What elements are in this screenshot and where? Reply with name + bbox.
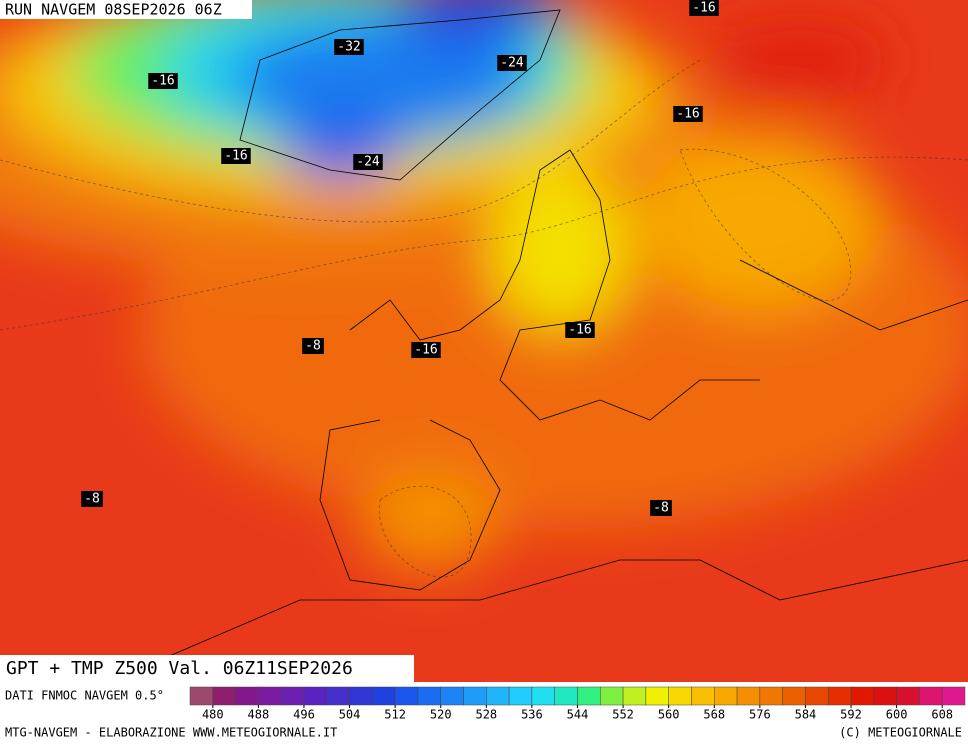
legend-swatch — [372, 686, 396, 706]
legend-tick-label: 552 — [612, 708, 634, 722]
footer-right: (C) METEOGIORNALE — [839, 726, 962, 740]
contour-label-box — [148, 73, 178, 89]
legend-swatch — [919, 686, 943, 706]
contour-label-box — [81, 491, 103, 507]
legend-swatch — [349, 686, 373, 706]
contour-label: -24 — [500, 56, 524, 71]
legend-swatch — [759, 686, 783, 706]
legend-swatch — [805, 686, 829, 706]
contour-label-box — [689, 0, 719, 16]
map-field — [0, 0, 968, 682]
legend-swatch — [531, 686, 555, 706]
legend-tick-label: 488 — [248, 708, 270, 722]
contour-label-box — [302, 338, 324, 354]
contour-label-box — [650, 500, 672, 516]
legend-swatch — [508, 686, 533, 706]
legend-tick-label: 480 — [202, 708, 224, 722]
contour-label: -16 — [414, 343, 437, 358]
legend-swatch — [850, 686, 875, 706]
contour-label-box — [497, 55, 527, 71]
legend-swatch — [827, 686, 852, 706]
contour-label: -8 — [305, 339, 321, 354]
legend-swatch — [736, 686, 761, 706]
footer-left: MTG-NAVGEM - ELABORAZIONE WWW.METEOGIORN… — [5, 726, 337, 740]
contour-label: -8 — [653, 501, 669, 516]
contour-label-box — [221, 148, 251, 164]
isotherms — [0, 59, 968, 578]
legend-tick-label: 528 — [475, 708, 497, 722]
legend-swatch — [896, 686, 920, 706]
contour-label-box — [673, 106, 703, 122]
legend-tick-label: 560 — [658, 708, 680, 722]
legend-swatch — [326, 686, 350, 706]
legend-swatch — [463, 686, 487, 706]
legend-tick-label: 512 — [384, 708, 406, 722]
contour-label-box — [334, 39, 364, 55]
legend-title: DATI FNMOC NAVGEM 0.5° — [5, 689, 164, 703]
legend-tick-label: 544 — [567, 708, 589, 722]
legend-swatch — [440, 686, 464, 706]
legend-swatch — [714, 686, 738, 706]
panel-title-box — [0, 655, 414, 682]
legend-swatch — [486, 686, 510, 706]
legend-tick-label: 576 — [749, 708, 771, 722]
legend-swatch — [622, 686, 647, 706]
legend-tick-label: 520 — [430, 708, 452, 722]
legend-swatch — [394, 686, 419, 706]
header-title: RUN NAVGEM 08SEP2026 06Z — [5, 1, 222, 19]
legend-swatch — [873, 686, 897, 706]
contour-label: -16 — [568, 323, 591, 338]
contour-label: -16 — [151, 74, 174, 89]
contour-label-box — [565, 322, 595, 338]
legend-swatch — [600, 686, 624, 706]
legend-swatch — [645, 686, 669, 706]
contour-label: -16 — [676, 107, 699, 122]
legend-tick-label: 608 — [931, 708, 953, 722]
borders — [159, 9, 968, 661]
legend-swatch — [212, 686, 236, 706]
legend-tick-label: 600 — [886, 708, 908, 722]
contour-labels: -16 -32 -24 -16 -16 -16 -24 -16 -8 -16 -8 -8 — [81, 0, 719, 516]
legend-swatch — [691, 686, 715, 706]
panel-title: GPT + TMP Z500 Val. 06Z11SEP2026 — [6, 658, 353, 679]
legend-swatch — [941, 686, 966, 706]
contour-label: -8 — [84, 492, 100, 507]
legend-tick-label: 584 — [795, 708, 817, 722]
legend-swatch — [577, 686, 601, 706]
contour-label: -24 — [356, 155, 380, 170]
legend-tick-label: 536 — [521, 708, 543, 722]
legend: 480 488 496 504 512 520 528 536 544 552 560 568 576 5… — [189, 686, 966, 722]
legend-swatch — [782, 686, 806, 706]
legend-tick-label: 592 — [840, 708, 862, 722]
legend-swatch — [280, 686, 305, 706]
legend-tick-label: 504 — [339, 708, 361, 722]
legend-tick-label: 496 — [293, 708, 315, 722]
legend-swatch — [668, 686, 692, 706]
contour-label-box — [411, 342, 441, 358]
legend-swatch — [417, 686, 441, 706]
legend-swatch — [235, 686, 259, 706]
contour-label: -32 — [337, 40, 360, 55]
contour-label-box — [353, 154, 383, 170]
header-box — [0, 0, 252, 19]
legend-swatch — [258, 686, 282, 706]
legend-swatch — [189, 686, 214, 706]
contour-label: -16 — [224, 149, 247, 164]
contour-label: -16 — [692, 1, 715, 16]
legend-swatch — [554, 686, 578, 706]
legend-tick-label: 568 — [703, 708, 725, 722]
legend-swatch — [303, 686, 328, 706]
